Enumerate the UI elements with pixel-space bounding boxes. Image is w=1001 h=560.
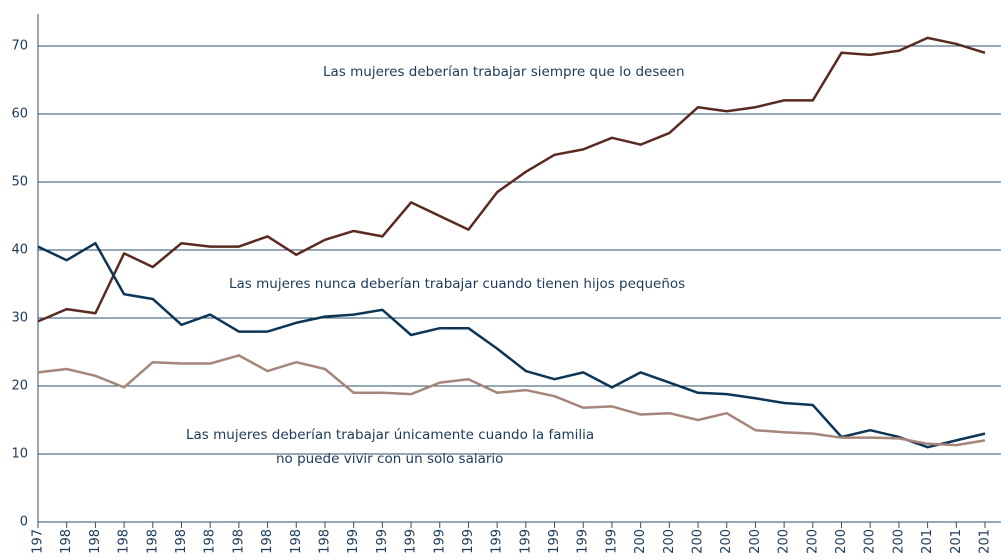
x-tick-label: 200 [834, 529, 849, 554]
x-tick-label: 198 [117, 529, 132, 554]
x-tick-label: 201 [978, 529, 993, 554]
x-tick-label: 198 [174, 529, 189, 554]
x-tick-label: 199 [518, 529, 533, 554]
x-tick-label: 200 [691, 529, 706, 554]
annotation: Las mujeres nunca deberían trabajar cuan… [229, 276, 685, 292]
x-tick-label: 198 [88, 529, 103, 554]
x-tick-label: 200 [777, 529, 792, 554]
x-tick-label: 200 [863, 529, 878, 554]
y-tick-label: 0 [20, 515, 28, 530]
series-line [37, 36, 986, 323]
series-line [37, 354, 986, 447]
x-tick-label: 198 [59, 529, 74, 554]
y-tick-label: 70 [11, 39, 28, 54]
y-tick-label: 40 [11, 243, 28, 258]
y-tick-label: 10 [11, 447, 28, 462]
x-tick-label: 198 [260, 529, 275, 554]
annotation: Las mujeres deberían trabajar siempre qu… [323, 64, 685, 80]
x-tick-label: 200 [891, 529, 906, 554]
series-line [37, 241, 986, 449]
y-tick-label: 30 [11, 311, 28, 326]
y-tick-label: 60 [11, 107, 28, 122]
x-tick-label: 198 [289, 529, 304, 554]
x-tick-label: 200 [719, 529, 734, 554]
x-tick-label: 200 [748, 529, 763, 554]
x-tick-label: 198 [317, 529, 332, 554]
x-tick-label: 201 [949, 529, 964, 554]
x-tick-label: 199 [432, 529, 447, 554]
annotation: Las mujeres deberían trabajar únicamente… [186, 427, 594, 443]
x-tick-label: 201 [920, 529, 935, 554]
x-tick-label: 200 [805, 529, 820, 554]
x-tick-label: 199 [490, 529, 505, 554]
annotation: no puede vivir con un solo salario [276, 451, 503, 467]
x-tick-label: 200 [662, 529, 677, 554]
x-tick-label: 198 [231, 529, 246, 554]
x-tick-label: 199 [576, 529, 591, 554]
x-tick-label: 199 [404, 529, 419, 554]
x-tick-label: 199 [547, 529, 562, 554]
x-tick-label: 200 [633, 529, 648, 554]
y-tick-label: 50 [11, 175, 28, 190]
x-tick-label: 199 [461, 529, 476, 554]
x-tick-label: 197 [31, 529, 46, 554]
x-tick-label: 198 [203, 529, 218, 554]
x-tick-label: 199 [346, 529, 361, 554]
x-tick-label: 199 [375, 529, 390, 554]
x-tick-label: 199 [604, 529, 619, 554]
y-tick-label: 20 [11, 379, 28, 394]
x-tick-label: 198 [145, 529, 160, 554]
